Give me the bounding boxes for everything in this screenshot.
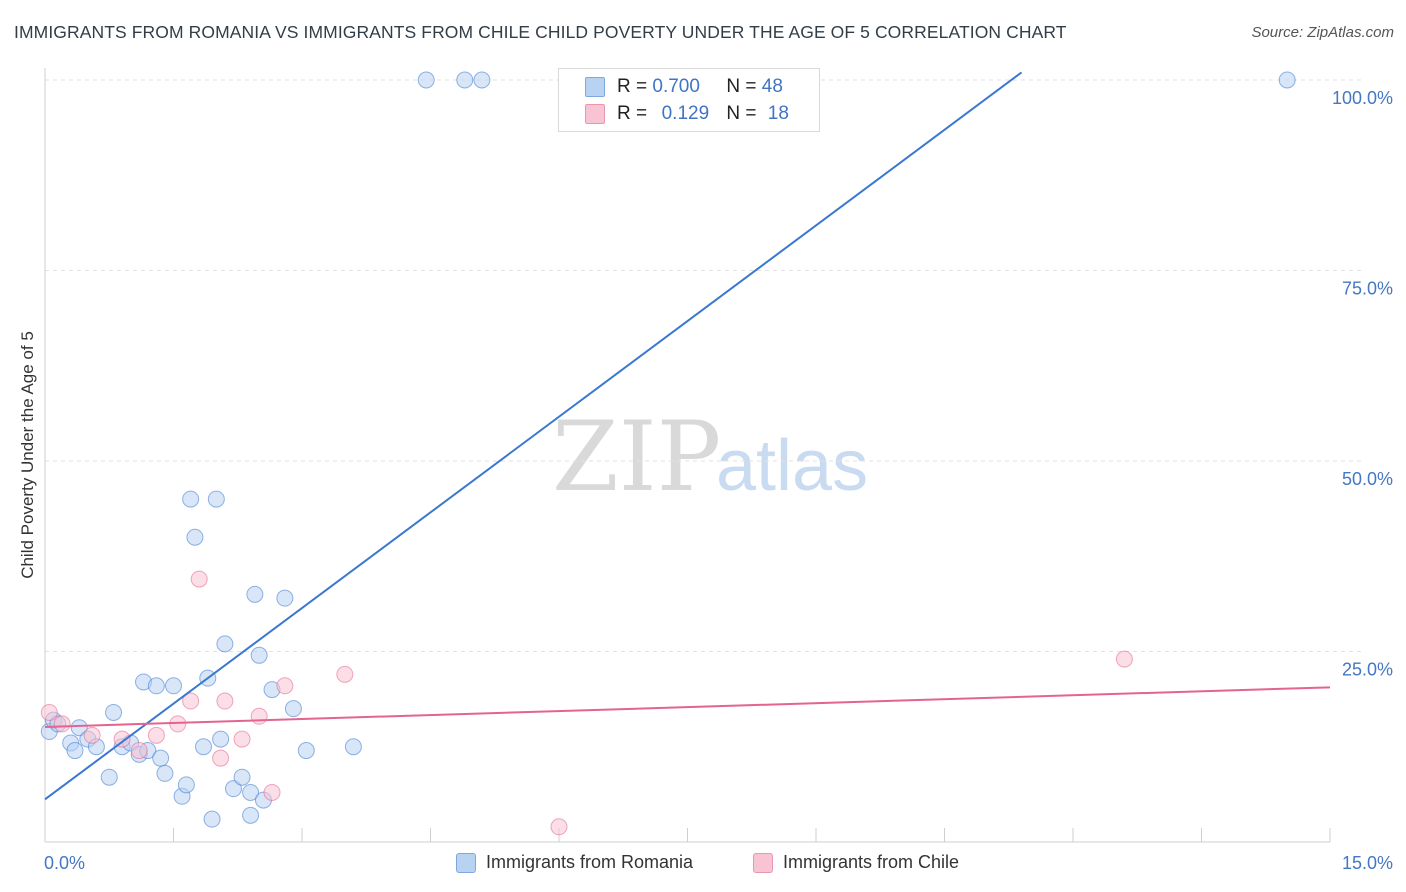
- y-tick-label: 50.0%: [1342, 469, 1393, 489]
- legend-r-value-romania: 0.700: [652, 76, 700, 97]
- data-point-romania: [242, 783, 260, 801]
- data-point-romania: [344, 738, 362, 756]
- data-point-romania: [417, 71, 435, 89]
- data-point-chile: [550, 818, 568, 836]
- source-credit: Source: ZipAtlas.com: [1251, 24, 1394, 41]
- bottom-legend-swatch-chile: [753, 852, 773, 873]
- legend-row-chile: R = 0.129 N = 18: [585, 102, 789, 126]
- data-point-romania: [456, 71, 474, 89]
- legend-r-label: R =: [617, 103, 648, 124]
- data-point-romania: [105, 703, 123, 721]
- legend-swatch-romania: [585, 77, 605, 97]
- x-tick-label: 15.0%: [1342, 853, 1393, 873]
- data-point-romania: [186, 528, 204, 546]
- legend-n-value-chile: 18: [767, 103, 789, 124]
- data-point-romania: [156, 764, 174, 782]
- data-point-romania: [473, 71, 491, 89]
- bottom-legend-label-romania: Immigrants from Romania: [486, 852, 694, 872]
- legend-n-value-romania: 48: [761, 76, 783, 97]
- data-point-romania: [250, 646, 268, 664]
- data-point-chile: [336, 665, 354, 683]
- trend-line-romania: [44, 71, 1023, 801]
- legend-n-label: N =: [726, 76, 757, 97]
- data-point-romania: [212, 730, 230, 748]
- data-point-romania: [194, 738, 212, 756]
- bottom-legend-label-chile: Immigrants from Chile: [783, 852, 960, 872]
- data-point-romania: [203, 810, 221, 828]
- trend-line-chile: [44, 686, 1331, 728]
- data-point-romania: [152, 749, 170, 767]
- y-tick-label: 75.0%: [1342, 279, 1393, 299]
- data-point-chile: [250, 707, 268, 725]
- legend-r-value-chile: 0.129: [661, 103, 710, 124]
- data-point-romania: [284, 700, 302, 718]
- data-point-chile: [216, 692, 234, 710]
- data-point-romania: [182, 490, 200, 508]
- data-point-romania: [233, 768, 251, 786]
- watermark-atlas: atlas: [716, 426, 868, 506]
- data-point-chile: [83, 726, 101, 744]
- data-point-chile: [276, 677, 294, 695]
- bottom-legend-swatch-romania: [456, 852, 476, 873]
- data-point-romania: [207, 490, 225, 508]
- data-point-romania: [165, 677, 182, 695]
- data-point-chile: [190, 570, 208, 588]
- data-point-romania: [242, 806, 260, 824]
- data-point-chile: [113, 730, 131, 748]
- x-tick-label: 0.0%: [44, 853, 85, 873]
- data-point-chile: [263, 783, 281, 801]
- data-point-chile: [40, 703, 58, 721]
- data-point-romania: [177, 776, 195, 794]
- data-point-chile: [182, 692, 200, 710]
- legend-row-romania: R = 0.700 N = 48: [585, 75, 783, 99]
- legend-swatch-chile: [585, 104, 605, 124]
- y-tick-label: 25.0%: [1342, 660, 1393, 680]
- data-point-chile: [130, 742, 148, 760]
- data-point-romania: [1278, 71, 1296, 89]
- data-point-romania: [297, 742, 315, 760]
- data-point-romania: [70, 719, 88, 737]
- data-point-chile: [147, 726, 165, 744]
- legend-n-label: N =: [726, 103, 757, 124]
- data-point-romania: [276, 589, 294, 607]
- data-point-romania: [66, 742, 84, 760]
- data-point-romania: [216, 635, 234, 653]
- bottom-legend-romania: Immigrants from Romania: [456, 852, 693, 873]
- watermark-zip: ZIP: [552, 401, 721, 513]
- data-point-chile: [53, 715, 71, 733]
- data-point-chile: [233, 730, 251, 748]
- data-point-romania: [246, 585, 264, 603]
- data-point-romania: [100, 768, 118, 786]
- data-point-chile: [212, 749, 230, 767]
- chart-title: IMMIGRANTS FROM ROMANIA VS IMMIGRANTS FR…: [14, 22, 1067, 42]
- bottom-legend-chile: Immigrants from Chile: [753, 852, 959, 873]
- data-point-chile: [1115, 650, 1133, 668]
- correlation-legend: R = 0.700 N = 48 R = 0.129 N = 18: [558, 68, 820, 132]
- data-point-romania: [224, 780, 242, 798]
- y-tick-label: 100.0%: [1332, 88, 1393, 108]
- data-point-romania: [147, 677, 165, 695]
- legend-r-label: R =: [617, 76, 648, 97]
